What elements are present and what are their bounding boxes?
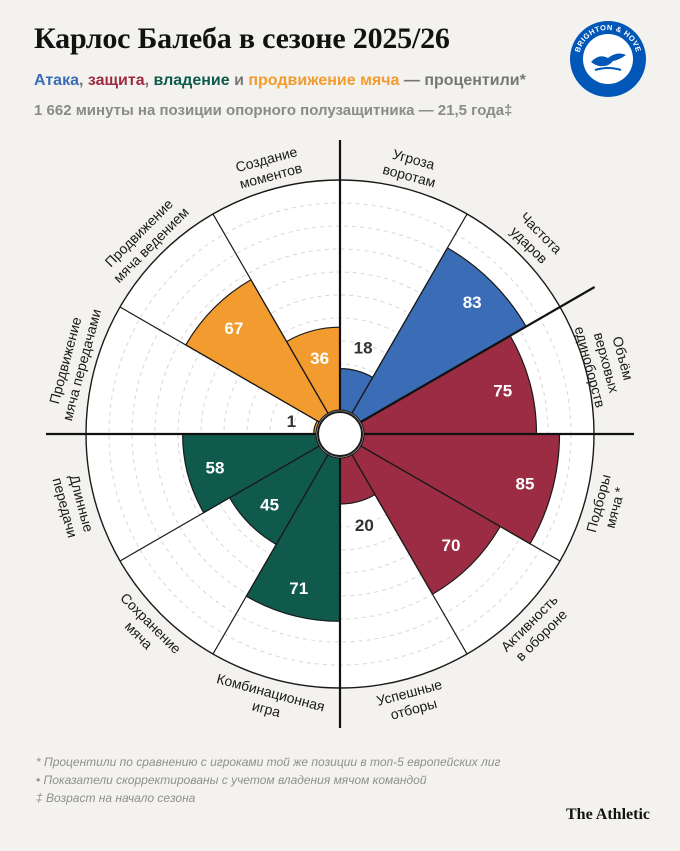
footnotes: * Процентили по сравнению с игроками той… xyxy=(36,753,500,807)
bar-5 xyxy=(351,445,502,596)
sector-divider xyxy=(351,454,468,655)
footnote-percentiles: * Процентили по сравнению с игроками той… xyxy=(36,755,501,769)
player-info: 1 662 минуты на позиции опорного полузащ… xyxy=(34,102,513,119)
legend-and: и xyxy=(229,72,249,89)
subtitle-legend: Атака, защита, владение и продвижение мя… xyxy=(34,72,526,90)
bar-4 xyxy=(359,433,561,545)
page-title: Карлос Балеба в сезоне 2025/26 xyxy=(34,22,450,55)
value-label-10: 1 xyxy=(287,412,296,431)
sector-divider xyxy=(351,213,468,414)
wave-icon xyxy=(594,67,622,71)
value-label-8: 45 xyxy=(260,495,279,514)
bar-7 xyxy=(245,453,341,622)
legend-tail: — процентили* xyxy=(399,72,526,89)
badge-bottom-text: ALBION xyxy=(592,72,624,85)
legend-sep-2: , xyxy=(144,72,154,89)
footnote-age: ‡ Возраст на начало сезона xyxy=(36,791,196,805)
value-label-2: 83 xyxy=(463,293,482,312)
brand-logo: The Athletic xyxy=(566,806,650,823)
value-label-6: 20 xyxy=(355,516,374,535)
value-label-12: 36 xyxy=(310,349,329,368)
value-label-5: 70 xyxy=(442,536,461,555)
bar-3 xyxy=(359,334,538,435)
legend-progression: продвижение мяча xyxy=(248,72,400,89)
footnote-adjusted: • Показатели скорректированы с учетом вл… xyxy=(36,773,427,787)
bar-11 xyxy=(184,278,329,423)
value-label-3: 75 xyxy=(493,381,512,400)
metric-label-line: игра xyxy=(251,697,283,720)
value-label-7: 71 xyxy=(289,579,308,598)
value-label-1: 18 xyxy=(354,339,373,358)
center-hub xyxy=(317,411,363,457)
legend-sep-1: , xyxy=(78,72,88,89)
legend-possession: владение xyxy=(153,72,230,89)
legend-defense: защита xyxy=(87,72,145,89)
value-label-4: 85 xyxy=(516,475,535,494)
sector-divider xyxy=(119,306,320,423)
value-label-11: 67 xyxy=(224,319,243,338)
sector-divider xyxy=(212,213,329,414)
value-label-9: 58 xyxy=(206,458,225,477)
legend-attack: Атака xyxy=(34,72,79,89)
bar-2 xyxy=(351,247,527,423)
club-badge-icon: BRIGHTON & HOVE ALBION xyxy=(570,21,646,97)
sector-divider xyxy=(212,454,329,655)
seagull-icon xyxy=(591,53,626,67)
sector-divider xyxy=(360,445,561,562)
sector-divider xyxy=(119,445,320,562)
group-separator-axis xyxy=(360,286,596,423)
